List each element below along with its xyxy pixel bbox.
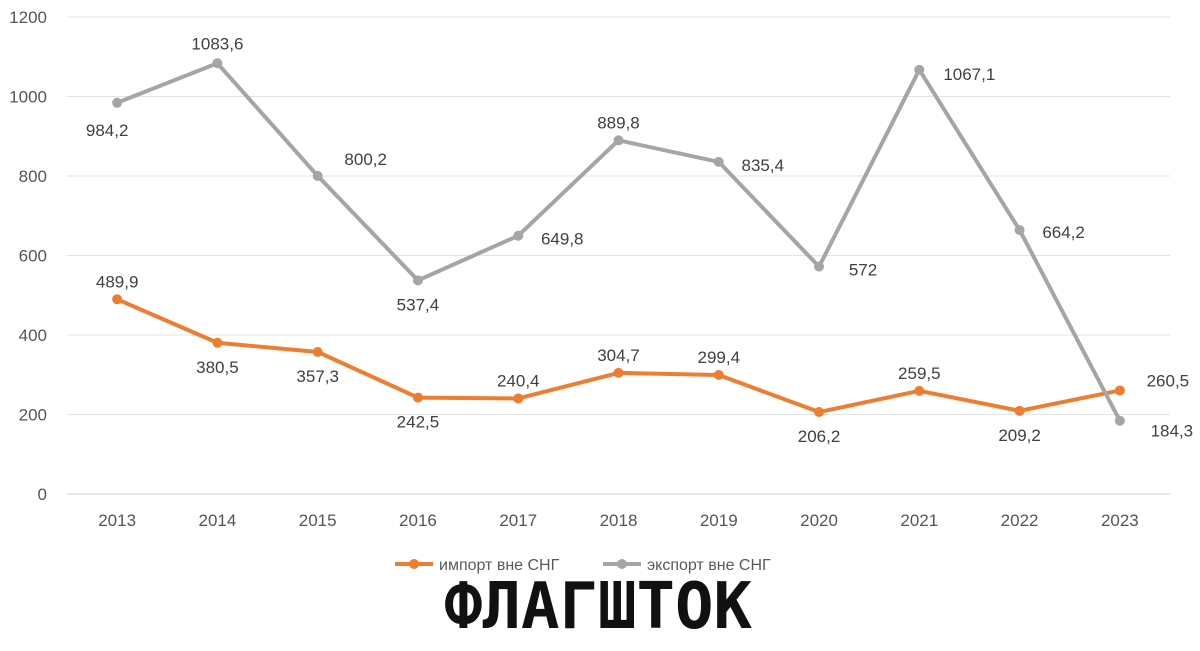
data-point [212, 58, 223, 69]
y-tick-label: 800 [19, 167, 47, 186]
data-point [713, 156, 724, 167]
data-point [613, 367, 624, 378]
data-label: 489,9 [96, 272, 139, 291]
y-tick-label: 200 [19, 406, 47, 425]
data-point [212, 337, 223, 348]
data-point [112, 294, 123, 305]
x-tick-label: 2013 [98, 511, 136, 530]
data-point [513, 230, 524, 241]
data-label: 380,5 [196, 358, 239, 377]
data-label: 357,3 [296, 367, 339, 386]
series-lines [112, 58, 1125, 426]
data-point [814, 261, 825, 272]
data-label: 260,5 [1147, 371, 1190, 390]
data-point [1014, 405, 1025, 416]
data-point [412, 392, 423, 403]
watermark-text: ФЛАГШТОК [444, 572, 752, 642]
data-label: 835,4 [741, 156, 784, 175]
data-label: 800,2 [344, 150, 387, 169]
data-label: 649,8 [541, 230, 584, 249]
gridlines [67, 16, 1170, 495]
legend-label: импорт вне СНГ [439, 557, 560, 574]
legend: импорт вне СНГ экспорт вне СНГ [395, 557, 771, 574]
data-point [1014, 224, 1025, 235]
data-label: 984,2 [86, 121, 129, 140]
x-tick-label: 2022 [1001, 511, 1039, 530]
data-point [112, 97, 123, 108]
y-tick-label: 600 [19, 247, 47, 266]
y-axis-ticks: 0 200 400 600 800 1000 1200 [9, 8, 47, 504]
data-point [713, 369, 724, 380]
data-label: 259,5 [898, 364, 941, 383]
data-point [1114, 415, 1125, 426]
data-point [814, 407, 825, 418]
data-point [412, 275, 423, 286]
y-tick-label: 0 [38, 485, 47, 504]
data-label: 209,2 [998, 426, 1041, 445]
data-label: 537,4 [397, 295, 440, 314]
data-point [914, 385, 925, 396]
x-tick-label: 2021 [900, 511, 938, 530]
x-tick-label: 2016 [399, 511, 437, 530]
x-tick-label: 2018 [600, 511, 638, 530]
flagshtok-watermark-logo: ФЛАГШТОК [443, 572, 753, 642]
data-point [312, 346, 323, 357]
x-tick-label: 2014 [198, 511, 236, 530]
data-labels: 489,9 380,5 357,3 242,5 240,4 304,7 299,4 206,2… [86, 34, 1193, 446]
x-tick-label: 2023 [1101, 511, 1139, 530]
data-label: 889,8 [597, 113, 640, 132]
x-tick-label: 2020 [800, 511, 838, 530]
legend-item: экспорт вне СНГ [603, 557, 771, 574]
data-label: 664,2 [1042, 223, 1085, 242]
y-tick-label: 1000 [9, 88, 47, 107]
x-axis-ticks: 2013 2014 2015 2016 2017 2018 2019 2020 2021 2022… [98, 511, 1139, 530]
legend-label: экспорт вне СНГ [647, 557, 771, 574]
data-label: 1083,6 [191, 34, 243, 53]
data-point [513, 393, 524, 404]
x-tick-label: 2015 [299, 511, 337, 530]
data-label: 184,3 [1151, 422, 1194, 441]
data-label: 240,4 [497, 371, 540, 390]
data-label: 242,5 [397, 413, 440, 432]
legend-swatch-marker [617, 559, 627, 569]
y-tick-label: 1200 [9, 8, 47, 27]
x-tick-label: 2017 [499, 511, 537, 530]
data-point [613, 135, 624, 146]
data-label: 206,2 [798, 427, 841, 446]
legend-item: импорт вне СНГ [395, 557, 560, 574]
data-label: 304,7 [597, 346, 640, 365]
data-label: 299,4 [697, 348, 740, 367]
data-point [1114, 385, 1125, 396]
data-label: 1067,1 [943, 65, 995, 84]
data-label: 572 [849, 261, 877, 280]
data-point [312, 170, 323, 181]
x-tick-label: 2019 [700, 511, 738, 530]
data-point [914, 64, 925, 75]
legend-swatch-marker [409, 559, 419, 569]
y-tick-label: 400 [19, 326, 47, 345]
